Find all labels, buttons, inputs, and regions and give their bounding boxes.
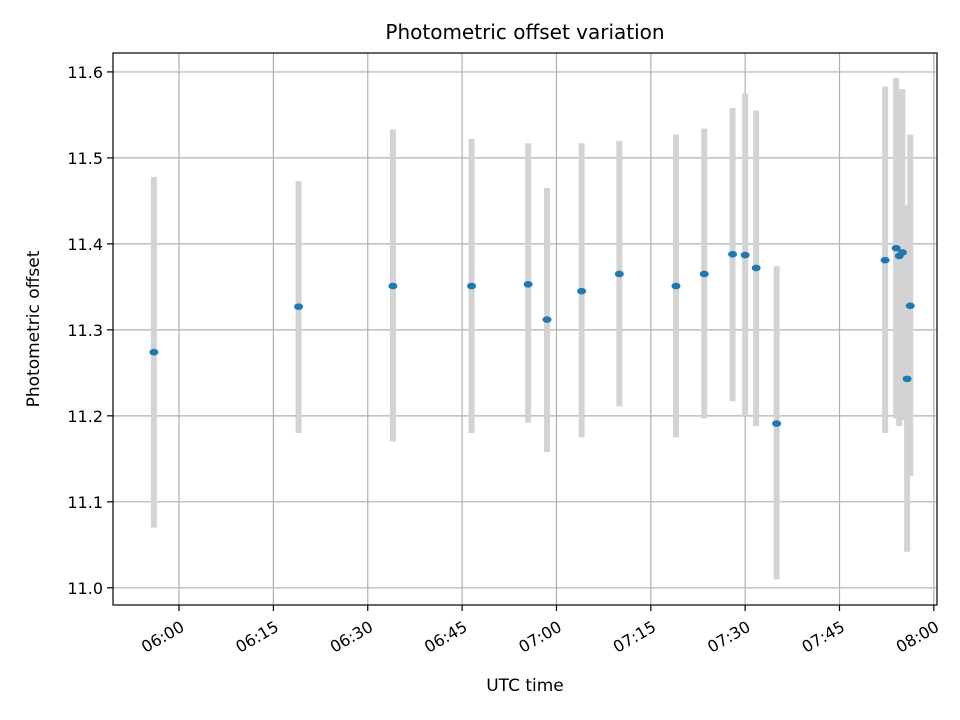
x-tick-label: 07:15	[610, 617, 659, 657]
y-axis-title: Photometric offset	[24, 250, 44, 407]
data-point	[149, 348, 159, 356]
grid-lines	[113, 53, 937, 605]
x-tick-label: 07:45	[798, 617, 847, 657]
y-tick-label: 11.2	[67, 407, 103, 426]
data-point	[523, 280, 533, 288]
y-tick-label: 11.3	[67, 321, 103, 340]
data-point	[577, 287, 587, 295]
data-point	[467, 282, 477, 290]
data-point	[891, 244, 901, 252]
data-point	[751, 264, 761, 272]
data-point	[772, 420, 782, 427]
y-tick-label: 11.0	[67, 579, 103, 598]
x-tick-label: 06:45	[421, 617, 470, 657]
x-tick-label: 07:30	[704, 617, 753, 657]
data-point	[905, 302, 915, 310]
x-axis-ticks: 06:00 06:15 06:30 06:45 07:00 07:15 07:30 07:45…	[138, 605, 942, 657]
x-tick-label: 06:30	[327, 617, 376, 657]
error-bars	[150, 77, 914, 580]
data-point	[699, 270, 709, 278]
data-point	[902, 375, 912, 383]
data-point	[740, 251, 750, 259]
x-tick-label: 06:15	[232, 617, 281, 657]
y-axis-ticks: 11.0 11.1 11.2 11.3 11.4 11.5 11.6	[67, 63, 113, 598]
data-points	[149, 244, 915, 427]
data-point	[388, 282, 398, 290]
data-point	[614, 270, 624, 278]
data-point	[542, 316, 552, 323]
plot-area-frame	[112, 52, 938, 606]
x-tick-label: 08:00	[893, 617, 942, 657]
x-tick-label: 07:00	[515, 617, 564, 657]
data-point	[897, 249, 907, 256]
y-tick-label: 11.4	[67, 235, 103, 254]
data-point	[728, 250, 738, 258]
y-tick-label: 11.1	[67, 493, 103, 512]
y-tick-label: 11.6	[67, 63, 103, 82]
data-point	[294, 303, 304, 310]
data-point	[671, 282, 681, 290]
data-point	[880, 256, 890, 264]
y-tick-label: 11.5	[67, 149, 103, 168]
x-axis-title: UTC time	[486, 676, 564, 696]
x-tick-label: 06:00	[138, 617, 187, 657]
chart-title: Photometric offset variation	[385, 20, 664, 44]
